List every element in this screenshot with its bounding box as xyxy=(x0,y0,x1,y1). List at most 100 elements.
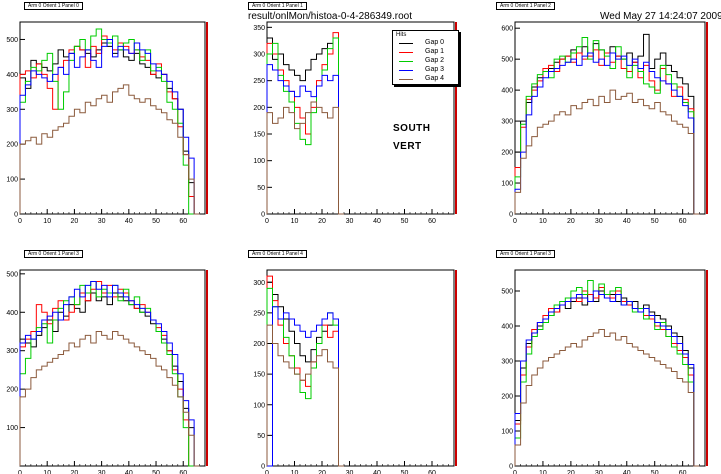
y-tick-label: 600 xyxy=(501,26,513,33)
histogram-series-3 xyxy=(266,64,344,215)
x-tick-label: 40 xyxy=(623,218,631,225)
x-tick-label: 0 xyxy=(513,470,517,474)
histogram-series-3 xyxy=(514,52,700,215)
y-tick-label: 100 xyxy=(253,158,265,165)
y-tick-label: 50 xyxy=(257,433,265,440)
x-tick-label: 20 xyxy=(318,218,326,225)
x-tick-label: 50 xyxy=(401,218,409,225)
x-tick-label: 60 xyxy=(428,218,436,225)
annotation-vert: VERT xyxy=(393,141,422,152)
x-tick-label: 10 xyxy=(539,218,547,225)
histogram-series-3 xyxy=(19,38,200,215)
y-tick-label: 100 xyxy=(501,429,513,436)
y-tick-label: 200 xyxy=(253,105,265,112)
legend-entry: Gap 4 xyxy=(393,75,458,84)
histogram-series-4 xyxy=(19,330,200,467)
x-tick-label: 30 xyxy=(346,218,354,225)
x-tick-label: 60 xyxy=(179,470,187,474)
x-tick-label: 60 xyxy=(179,218,187,225)
legend-label: Gap 4 xyxy=(425,75,445,82)
x-tick-label: 50 xyxy=(651,470,659,474)
legend-label: Gap 1 xyxy=(425,48,445,55)
histogram-series-4 xyxy=(514,329,700,467)
y-tick-label: 250 xyxy=(253,78,265,85)
panel-title-0: Arm 0 Orient 1 Panel 0 xyxy=(24,2,83,10)
y-tick-label: 200 xyxy=(501,394,513,401)
x-tick-label: 0 xyxy=(18,470,22,474)
y-tick-label: 250 xyxy=(253,310,265,317)
x-tick-label: 0 xyxy=(265,470,269,474)
x-tick-label: 30 xyxy=(595,218,603,225)
legend-swatch xyxy=(399,70,413,71)
legend: Hits Gap 0 Gap 1 Gap 2 Gap 3 Gap 4 xyxy=(392,30,459,85)
y-tick-label: 400 xyxy=(501,88,513,95)
x-tick-label: 0 xyxy=(265,218,269,225)
histogram-series-4 xyxy=(514,89,700,215)
legend-title: Hits xyxy=(396,32,407,38)
legend-entry: Gap 1 xyxy=(393,48,458,57)
y-tick-label: 400 xyxy=(6,72,18,79)
panel-title-2: Arm 0 Orient 1 Panel 2 xyxy=(496,2,555,10)
y-tick-label: 0 xyxy=(509,464,513,471)
legend-swatch xyxy=(399,52,413,53)
y-tick-label: 400 xyxy=(501,324,513,331)
y-tick-label: 0 xyxy=(261,464,265,471)
timestamp: Wed May 27 14:24:07 2009 xyxy=(600,11,721,22)
legend-label: Gap 0 xyxy=(425,39,445,46)
x-tick-label: 20 xyxy=(71,470,79,474)
x-tick-label: 0 xyxy=(18,218,22,225)
y-tick-label: 150 xyxy=(253,132,265,139)
x-tick-label: 60 xyxy=(679,218,687,225)
histogram-series-3 xyxy=(514,290,700,467)
y-tick-label: 50 xyxy=(257,185,265,192)
panel-title-1: Arm 0 Orient 1 Panel 1 xyxy=(248,2,307,10)
y-tick-label: 300 xyxy=(501,119,513,126)
x-tick-label: 30 xyxy=(346,470,354,474)
x-tick-label: 20 xyxy=(71,218,79,225)
y-tick-label: 300 xyxy=(253,280,265,287)
x-tick-label: 10 xyxy=(291,218,299,225)
histogram-series-2 xyxy=(514,36,700,215)
legend-entry: Gap 3 xyxy=(393,66,458,75)
histogram-series-3 xyxy=(19,281,200,467)
y-tick-label: 100 xyxy=(6,177,18,184)
histogram-series-4 xyxy=(266,101,344,215)
plot-frame xyxy=(514,269,706,467)
y-tick-label: 200 xyxy=(6,387,18,394)
histogram-series-4 xyxy=(266,324,344,467)
y-tick-label: 200 xyxy=(253,341,265,348)
legend-swatch xyxy=(399,43,413,44)
panel-title-4: Arm 0 Orient 1 Panel 4 xyxy=(248,250,307,258)
y-tick-label: 300 xyxy=(253,52,265,59)
legend-swatch xyxy=(399,61,413,62)
y-tick-label: 100 xyxy=(253,402,265,409)
y-tick-label: 150 xyxy=(253,372,265,379)
x-tick-label: 40 xyxy=(125,470,133,474)
x-tick-label: 20 xyxy=(318,470,326,474)
x-tick-label: 40 xyxy=(125,218,133,225)
x-tick-label: 40 xyxy=(373,470,381,474)
y-tick-label: 300 xyxy=(501,359,513,366)
y-tick-label: 500 xyxy=(501,57,513,64)
x-tick-label: 40 xyxy=(373,218,381,225)
y-tick-label: 200 xyxy=(6,142,18,149)
x-tick-label: 10 xyxy=(43,470,51,474)
histogram-series-2 xyxy=(266,37,344,215)
panel-title-3: Arm 0 Orient 1 Panel 3 xyxy=(24,250,83,258)
x-tick-label: 60 xyxy=(679,470,687,474)
y-tick-label: 100 xyxy=(6,425,18,432)
panel-title-5: Arm 0 Orient 1 Panel 3 xyxy=(496,250,555,258)
file-name: result/onlMon/histoa-0-4-286349.root xyxy=(248,11,412,22)
y-tick-label: 300 xyxy=(6,348,18,355)
x-tick-label: 30 xyxy=(98,470,106,474)
y-tick-label: 0 xyxy=(14,212,18,219)
histogram-series-4 xyxy=(19,84,200,215)
y-tick-label: 500 xyxy=(6,271,18,278)
x-tick-label: 50 xyxy=(651,218,659,225)
legend-label: Gap 2 xyxy=(425,57,445,64)
y-tick-label: 200 xyxy=(501,150,513,157)
x-tick-label: 60 xyxy=(428,470,436,474)
x-tick-label: 40 xyxy=(623,470,631,474)
y-tick-label: 0 xyxy=(509,212,513,219)
x-tick-label: 50 xyxy=(152,218,160,225)
